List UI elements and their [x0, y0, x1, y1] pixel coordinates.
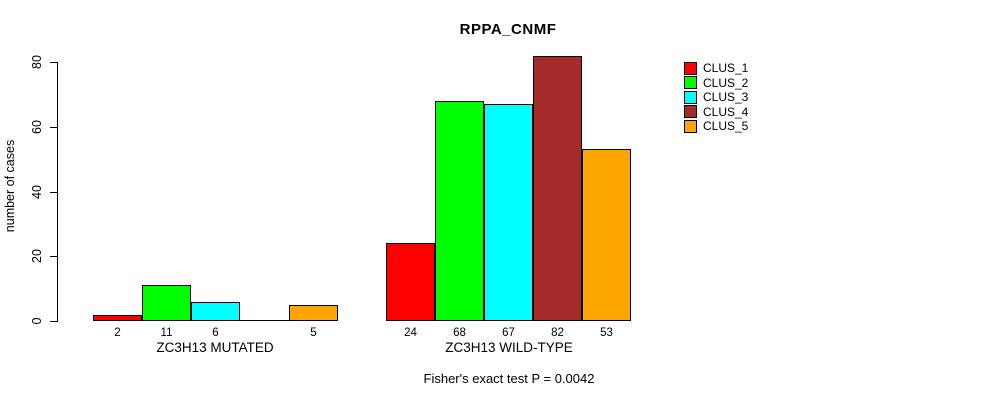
bar-clus_2-group1 [142, 285, 191, 321]
bar-value-label-clus_5-group1: 5 [310, 327, 317, 339]
bar-value-label-clus_2-group1: 11 [160, 327, 173, 339]
legend-item-clus_3: CLUS_3 [684, 90, 749, 105]
y-tick-label-40: 40 [30, 185, 44, 199]
legend-swatch-clus_5 [684, 119, 697, 133]
y-tick-60 [50, 127, 57, 128]
y-tick-label-80: 80 [30, 55, 44, 69]
bar-clus_5-group2 [582, 149, 631, 321]
y-tick-label-0: 0 [30, 317, 44, 325]
bar-value-label-clus_2-group2: 68 [453, 327, 466, 339]
legend-label-clus_1: CLUS_1 [703, 61, 749, 75]
bar-clus_5-group1 [289, 305, 338, 321]
bar-value-label-clus_3-group2: 67 [502, 327, 515, 339]
bar-value-label-clus_1-group2: 24 [404, 327, 417, 339]
legend-label-clus_4: CLUS_4 [703, 104, 749, 119]
y-axis-label: number of cases [3, 139, 17, 233]
legend-label-clus_2: CLUS_2 [703, 75, 749, 90]
bar-value-label-clus_3-group1: 6 [212, 327, 219, 339]
fisher-test-annotation: Fisher's exact test P = 0.0042 [423, 371, 595, 386]
bar-clus_4-group2 [533, 56, 582, 321]
bar-value-label-clus_5-group2: 53 [600, 327, 613, 339]
bar-clus_4-group1 [240, 320, 289, 321]
chart-title: RPPA_CNMF [459, 21, 557, 38]
legend-item-clus_1: CLUS_1 [684, 61, 749, 75]
y-tick-40 [50, 192, 57, 193]
legend-label-clus_3: CLUS_3 [703, 90, 749, 105]
bar-clus_3-group1 [191, 302, 240, 321]
legend: CLUS_1 CLUS_2 CLUS_3 CLUS_4 CLUS_5 [684, 61, 749, 135]
y-tick-label-20: 20 [30, 249, 44, 263]
bar-clus_2-group2 [435, 101, 484, 321]
legend-label-clus_5: CLUS_5 [703, 119, 749, 134]
bar-value-label-clus_4-group2: 82 [551, 327, 564, 339]
y-tick-20 [50, 256, 57, 257]
legend-swatch-clus_1 [684, 61, 697, 75]
legend-item-clus_5: CLUS_5 [684, 119, 749, 134]
y-tick-80 [50, 62, 57, 63]
legend-item-clus_4: CLUS_4 [684, 104, 749, 119]
bar-clus_3-group2 [484, 104, 533, 321]
legend-swatch-clus_4 [684, 105, 697, 119]
bar-value-label-clus_1-group1: 2 [114, 327, 121, 339]
y-tick-0 [50, 321, 57, 322]
legend-swatch-clus_3 [684, 90, 697, 104]
bar-clus_1-group1 [93, 315, 142, 321]
y-tick-label-60: 60 [30, 120, 44, 134]
bar-clus_1-group2 [386, 243, 435, 321]
legend-swatch-clus_2 [684, 76, 697, 90]
x-category-label-mutated: ZC3H13 MUTATED [156, 340, 274, 355]
x-category-label-wild-type: ZC3H13 WILD-TYPE [445, 340, 573, 355]
y-axis-line [57, 62, 58, 322]
legend-item-clus_2: CLUS_2 [684, 75, 749, 90]
